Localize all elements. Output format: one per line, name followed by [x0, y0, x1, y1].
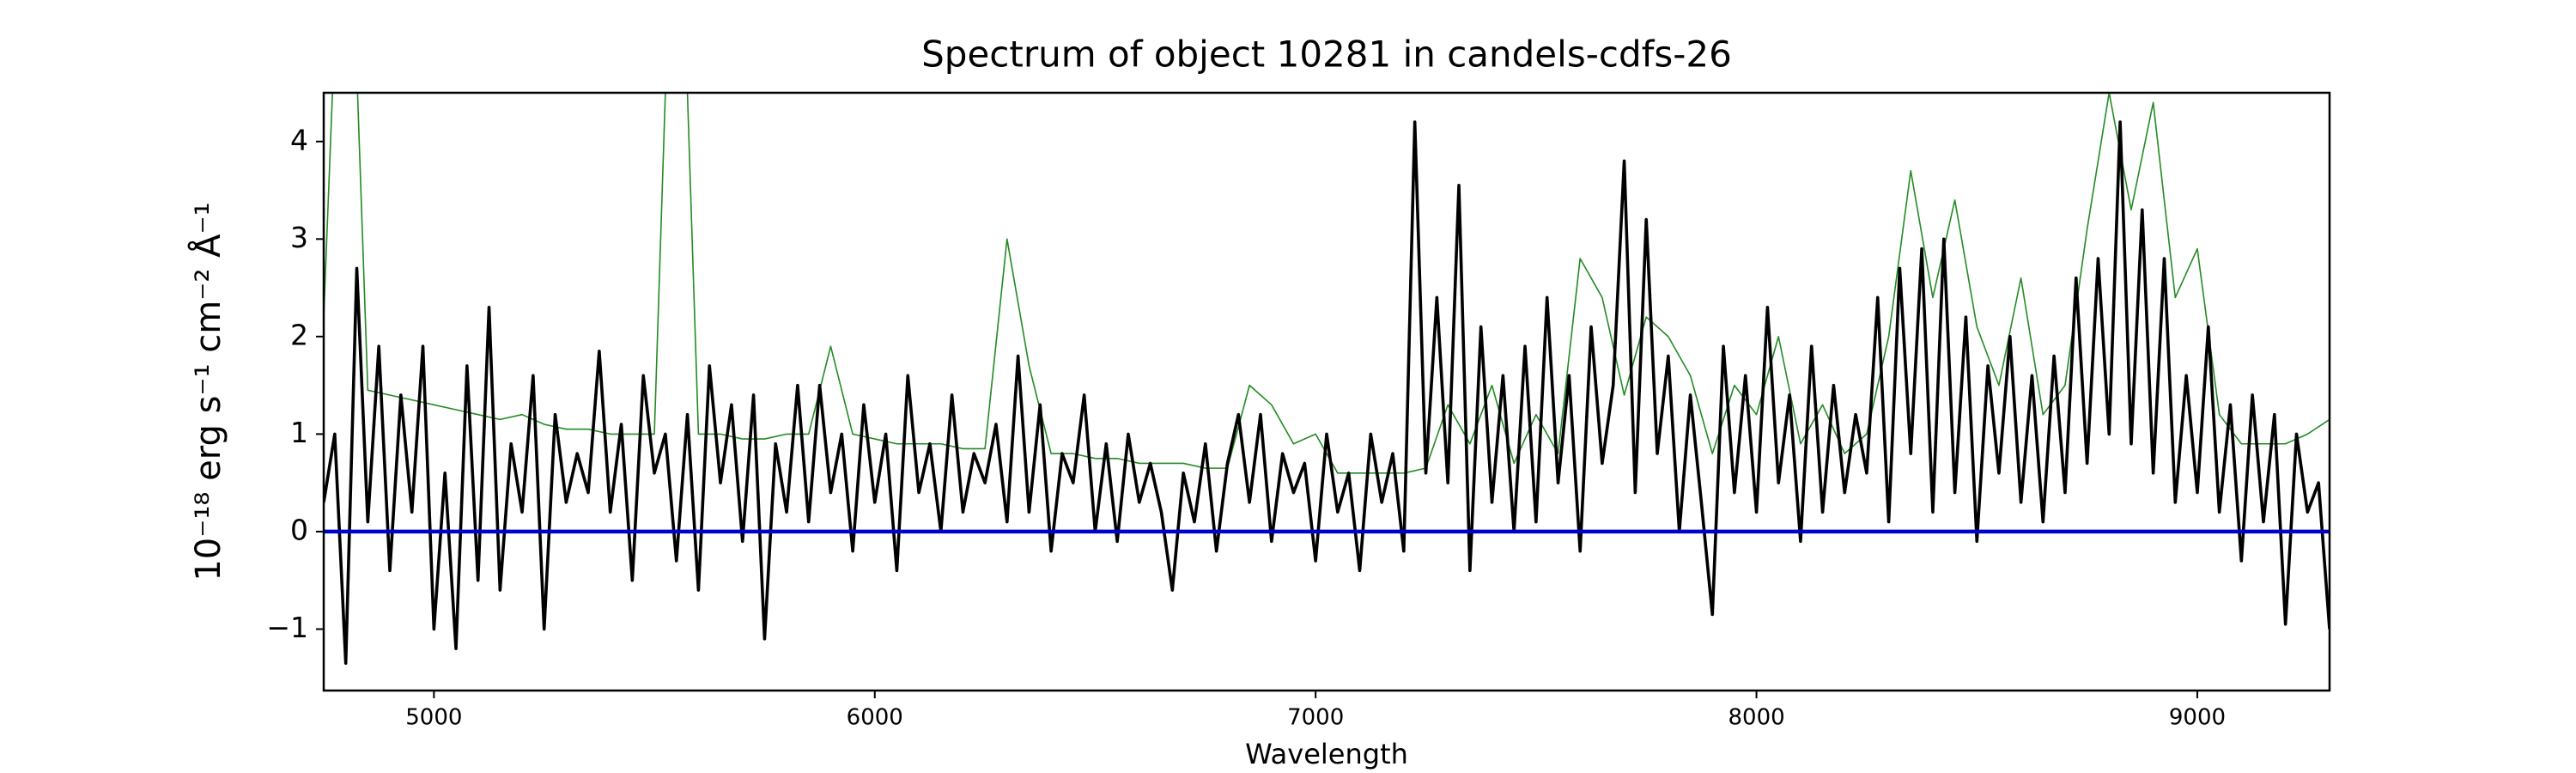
y-tick-label: 2 — [290, 318, 308, 351]
y-tick-label: 1 — [290, 416, 308, 449]
x-tick-label: 8000 — [1728, 705, 1784, 731]
y-axis-label: 10⁻¹⁸ erg s⁻¹ cm⁻² Å⁻¹ — [187, 202, 228, 581]
spectrum-line — [324, 93, 2330, 474]
axes-frame — [322, 91, 2331, 692]
x-tick-label: 9000 — [2169, 705, 2226, 731]
y-tick-label: 0 — [290, 513, 308, 546]
x-tick-label: 6000 — [847, 705, 903, 731]
x-tick-label: 5000 — [405, 705, 462, 731]
plot-area — [324, 93, 2330, 666]
x-tick-label: 7000 — [1287, 705, 1344, 731]
chart-title: Spectrum of object 10281 in candels-cdfs… — [921, 33, 1732, 76]
x-axis-label: Wavelength — [1245, 738, 1408, 770]
y-tick-label: 4 — [290, 123, 308, 156]
spectrum-line — [324, 120, 2330, 666]
y-tick-label: 3 — [290, 221, 308, 254]
y-tick-label: −1 — [266, 611, 308, 644]
